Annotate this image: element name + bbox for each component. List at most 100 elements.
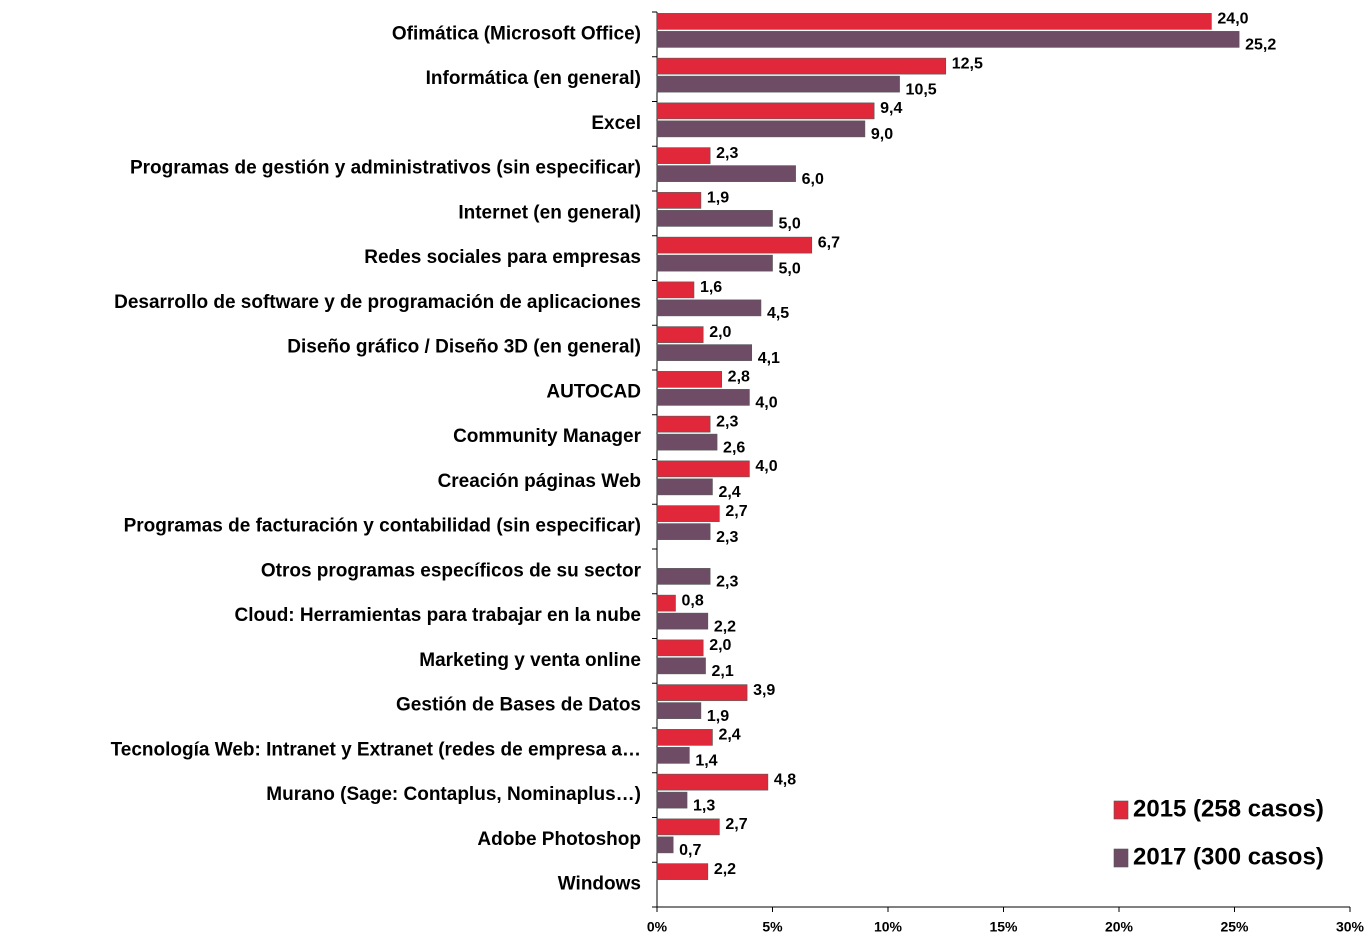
category-label: Desarrollo de software y de programación…	[114, 292, 641, 313]
bar	[656, 147, 711, 164]
bar	[656, 460, 750, 478]
x-tick-label: 15%	[989, 919, 1018, 935]
bar	[656, 281, 695, 299]
value-label: 25,2	[1245, 37, 1276, 54]
legend-label: 2017 (300 casos)	[1133, 843, 1324, 870]
value-label: 2,4	[718, 727, 740, 744]
bar	[656, 13, 1212, 30]
x-tick-label: 5%	[762, 919, 783, 935]
x-tick-label: 30%	[1336, 919, 1365, 935]
value-label: 2,3	[716, 574, 738, 591]
x-tick-label: 10%	[874, 919, 903, 935]
bar	[656, 192, 702, 209]
bar	[656, 523, 711, 540]
bar	[656, 568, 711, 585]
value-label: 2,2	[714, 861, 736, 878]
category-label: Programas de gestión y administrativos (…	[130, 158, 641, 179]
bar	[656, 326, 704, 343]
bar	[656, 612, 709, 630]
value-label: 4,0	[755, 395, 777, 412]
bar	[656, 478, 713, 496]
value-label: 4,8	[774, 771, 796, 788]
bar	[656, 505, 720, 522]
category-label: Diseño gráfico / Diseño 3D (en general)	[287, 337, 641, 358]
bar	[656, 773, 769, 791]
bar	[656, 594, 676, 612]
value-label: 24,0	[1217, 11, 1248, 28]
value-label: 4,1	[758, 350, 780, 367]
bar	[656, 433, 718, 451]
value-label: 2,0	[709, 637, 731, 654]
category-label: AUTOCAD	[546, 381, 641, 402]
value-label: 5,0	[779, 216, 801, 233]
value-label: 4,5	[767, 305, 789, 322]
value-label: 12,5	[952, 55, 983, 72]
value-label: 9,4	[880, 100, 902, 117]
value-label: 2,4	[718, 484, 740, 501]
bar	[656, 120, 866, 138]
value-label: 1,9	[707, 190, 729, 207]
category-label: Marketing y venta online	[419, 650, 641, 671]
value-label: 1,6	[700, 279, 722, 296]
category-label: Excel	[591, 113, 641, 134]
bar	[656, 702, 702, 719]
value-label: 4,0	[755, 458, 777, 475]
value-label: 2,7	[725, 816, 747, 833]
category-label: Creación páginas Web	[438, 471, 641, 492]
category-label: Programas de facturación y contabilidad …	[124, 516, 641, 537]
value-label: 1,4	[695, 753, 717, 770]
value-label: 1,9	[707, 708, 729, 725]
category-label: Informática (en general)	[426, 68, 641, 89]
bar	[656, 75, 900, 93]
value-label: 2,7	[725, 503, 747, 520]
category-label: Murano (Sage: Contaplus, Nominaplus…)	[266, 784, 641, 805]
bar	[656, 791, 688, 809]
bar	[656, 371, 722, 388]
bar	[656, 639, 704, 657]
x-tick-label: 25%	[1220, 919, 1249, 935]
legend-swatch	[1113, 848, 1129, 868]
bar	[656, 818, 720, 836]
value-label: 2,6	[723, 439, 745, 456]
bar	[656, 57, 947, 75]
value-label: 0,7	[679, 842, 701, 859]
bar	[656, 415, 711, 433]
bar	[656, 863, 709, 880]
value-label: 3,9	[753, 682, 775, 699]
bar	[656, 684, 748, 701]
bar	[656, 729, 713, 746]
x-tick-label: 0%	[647, 919, 668, 935]
value-label: 2,3	[716, 413, 738, 430]
bar	[656, 389, 750, 406]
category-label: Gestión de Bases de Datos	[396, 695, 641, 716]
value-label: 6,7	[818, 234, 840, 251]
bar	[656, 747, 690, 764]
value-label: 2,3	[716, 529, 738, 546]
category-label: Adobe Photoshop	[477, 829, 641, 850]
bar	[656, 236, 813, 254]
category-label: Windows	[558, 874, 641, 895]
category-label: Redes sociales para empresas	[364, 247, 641, 268]
bar	[656, 102, 875, 120]
value-label: 10,5	[906, 81, 937, 98]
bar	[656, 299, 762, 317]
bar	[656, 657, 706, 675]
value-label: 1,3	[693, 797, 715, 814]
value-label: 6,0	[802, 171, 824, 188]
value-label: 2,0	[709, 324, 731, 341]
category-label: Tecnología Web: Intranet y Extranet (red…	[111, 739, 641, 760]
value-label: 9,0	[871, 126, 893, 143]
value-label: 2,1	[712, 663, 734, 680]
bar	[656, 165, 796, 182]
category-label: Otros programas específicos de su sector	[261, 560, 642, 581]
value-label: 0,8	[681, 592, 703, 609]
bar	[656, 210, 773, 227]
legend-swatch	[1113, 800, 1129, 820]
legend-label: 2015 (258 casos)	[1133, 795, 1324, 822]
x-tick-label: 20%	[1105, 919, 1134, 935]
value-label: 2,8	[728, 369, 750, 386]
bar	[656, 254, 773, 272]
bar	[656, 836, 674, 854]
value-label: 5,0	[779, 260, 801, 277]
